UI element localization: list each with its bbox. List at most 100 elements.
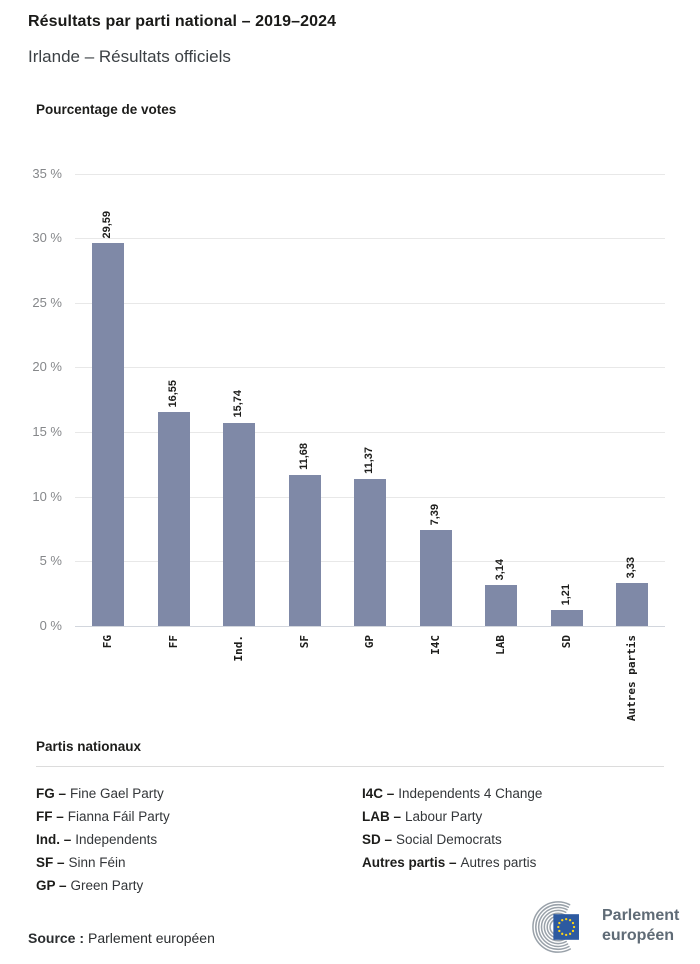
bar-value-label: 11,37 [363,447,375,475]
legend-item-name: Fianna Fáil Party [67,809,170,824]
legend-item-abbr: FG – [36,786,67,801]
legend-item-name: Fine Gael Party [70,786,164,801]
y-axis-tick-label: 15 % [32,424,62,440]
european-parliament-logo-text: Parlement européen [602,906,679,946]
eu-star-icon [557,925,560,929]
source-line: Source : Parlement européen [28,930,215,946]
source-label: Source : [28,930,85,946]
legend-item: FF – Fianna Fáil Party [36,810,170,824]
bar-value-label: 7,39 [428,504,441,526]
x-axis-category-label: Autres partis [625,635,638,722]
bar-i4c [419,530,452,626]
legend-item-abbr: FF – [36,809,64,824]
bar-sd [550,610,583,626]
legend-item-abbr: Autres partis – [362,855,457,870]
page-subtitle: Irlande – Résultats officiels [28,47,231,66]
gridline [75,173,665,175]
bar-ff [157,412,190,626]
x-axis-category-label: Ind. [232,635,245,662]
chart-title: Pourcentage de votes [36,102,177,117]
bar-chart: 0 % 5 % 10 % 15 % 20 % 25 % 30 % 35 % 29,59 FG 16,… [0,140,700,740]
legend-item: I4C – Independents 4 Change [362,787,542,801]
bar-ind- [223,422,255,626]
legend-item-abbr: I4C – [362,786,395,801]
eu-star-icon [568,919,572,922]
legend-item-name: Independents 4 Change [398,786,543,801]
european-parliament-logo-icon [532,901,585,953]
legend-item-abbr: SF – [36,855,65,870]
legend-item-abbr: Ind. – [36,832,72,847]
bar-autres-partis [616,582,648,626]
logo-text-line1: Parlement [602,907,680,924]
x-axis-category-label: FF [166,635,180,649]
eu-star-icon [572,925,576,929]
legend-item: SD – Social Democrats [362,833,542,847]
legend-item-name: Autres partis [460,855,537,870]
bar-sf [288,474,321,626]
legend-item-name: Independents [75,832,158,847]
legend-column-left: FG – Fine Gael Party FF – Fianna Fáil Party… [36,787,170,902]
hemicycle-arc [540,909,576,945]
source-text: Parlement européen [88,930,215,946]
eu-star-icon [571,921,575,925]
bar-value-label: 11,68 [297,443,310,470]
logo-text-line2: européen [602,927,675,944]
x-axis-line [75,626,665,627]
bar-value-label: 3,33 [625,556,637,578]
y-axis-tick-label: 25 % [32,294,62,310]
legend-item-name: Sinn Féin [68,855,126,870]
y-axis-tick-label: 10 % [32,488,62,504]
eu-star-icon [565,917,568,921]
x-axis-category-label: SF [297,635,311,649]
legend-item: SF – Sinn Féin [36,856,170,870]
eu-star-icon [561,919,564,922]
gridline [75,432,665,434]
legend-item-abbr: LAB – [362,809,402,824]
eu-star-icon [565,933,568,937]
eu-star-icon [568,932,572,935]
gridline [75,367,665,369]
legend-item-name: Labour Party [405,809,483,824]
y-axis-tick-label: 20 % [32,359,62,375]
legend-item: LAB – Labour Party [362,810,542,824]
legend-heading: Partis nationaux [36,739,142,754]
legend-item: FG – Fine Gael Party [36,787,170,801]
legend-divider [36,766,664,767]
eu-star-icon [561,932,564,935]
y-axis-tick-label: 5 % [39,553,62,569]
bar-value-label: 15,74 [232,389,244,418]
bar-fg [92,243,124,626]
eu-star-icon [558,929,561,933]
legend-item-name: Green Party [70,878,144,893]
gridline [75,238,665,240]
legend-item: Autres partis – Autres partis [362,856,542,870]
hemicycle-arc [543,912,573,942]
bar-value-label: 1,21 [559,583,572,606]
y-axis-tick-label: 35 % [32,165,62,181]
y-axis-tick-label: 0 % [39,618,62,633]
hemicycle-arc [537,906,579,948]
legend-item-abbr: SD – [362,832,393,847]
legend-item: Ind. – Independents [36,833,170,847]
hemicycle-arc [535,903,582,951]
hemicycle-arc [532,901,585,953]
gridline [75,302,665,304]
x-axis-category-label: I4C [428,635,442,655]
bar-lab [485,585,517,626]
bar-value-label: 3,14 [494,558,506,581]
bar-gp [354,479,386,626]
legend-item-abbr: GP – [36,878,67,893]
page-title: Résultats par parti national – 2019–2024 [28,13,337,30]
eu-star-icon [571,929,575,933]
bar-value-label: 16,55 [166,379,179,408]
legend-item: GP – Green Party [36,879,170,893]
x-axis-category-label: FG [101,635,114,649]
x-axis-category-label: LAB [494,635,507,655]
legend-column-right: I4C – Independents 4 Change LAB – Labour Pa… [362,787,542,879]
y-axis-tick-label: 30 % [32,230,62,246]
x-axis-category-label: SD [559,635,573,649]
legend-item-name: Social Democrats [396,832,502,847]
x-axis-category-label: GP [363,635,376,649]
eu-star-icon [558,921,561,925]
